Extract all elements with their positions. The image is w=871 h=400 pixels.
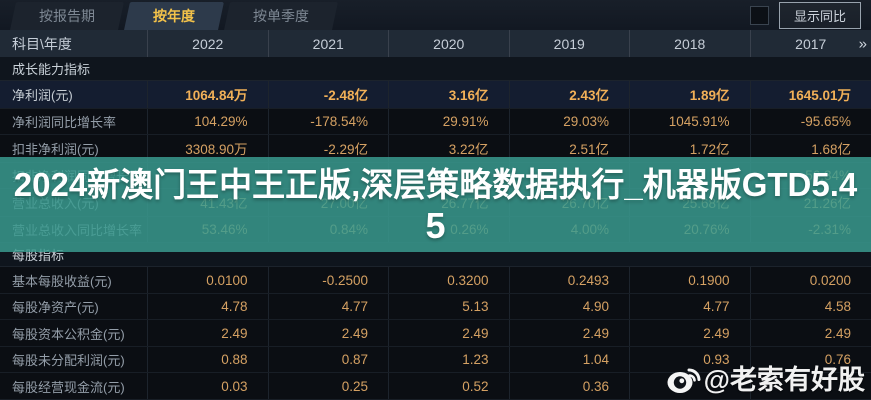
value-cell: 0.2493	[510, 267, 630, 293]
year-label: 2022	[192, 35, 224, 52]
value-cell: 0.52	[389, 373, 510, 400]
more-years-icon[interactable]: »	[858, 35, 867, 52]
row-label: 净利润(元)	[0, 81, 148, 108]
value-cell: 4.77	[269, 293, 389, 320]
value-cell: -178.54%	[269, 108, 389, 135]
row-label: 每股资本公积金(元)	[0, 320, 148, 346]
value-cell: 4.78	[148, 293, 269, 320]
year-column-header: 2017 »	[751, 30, 871, 57]
value-cell: 3.22亿	[389, 135, 510, 162]
year-column-header: 2020	[389, 30, 510, 57]
table-header-row: 科目\年度 2022 2021 2020 2019 2018 2017 »	[0, 30, 871, 57]
promo-banner-overlay: 2024新澳门王中王正版,深层策略数据执行_机器版GTD5.4 5	[0, 157, 871, 252]
table-row: 基本每股收益(元) 0.0100 -0.2500 0.3200 0.2493 0.1900…	[0, 267, 871, 294]
row-label: 净利润同比增长率	[0, 108, 148, 135]
year-column-header: 2022	[148, 30, 269, 57]
value-cell: -2.29亿	[269, 135, 389, 162]
row-label: 每股未分配利润(元)	[0, 346, 148, 373]
value-cell: 0.36	[510, 373, 630, 400]
tab-label: 按报告期	[39, 8, 95, 24]
value-cell: 0.1900	[630, 267, 751, 293]
weibo-icon	[666, 361, 702, 395]
year-column-header: 2018	[630, 30, 751, 57]
tab-label: 按年度	[153, 8, 195, 24]
watermark-text: @老索有好股	[703, 365, 865, 395]
value-cell: 2.49	[389, 320, 510, 346]
value-cell: 3308.90万	[148, 135, 269, 162]
show-yoy-checkbox[interactable]	[749, 5, 769, 25]
value-cell: 0.03	[148, 373, 269, 400]
value-cell: 1064.84万	[148, 81, 269, 108]
value-cell: 2.49	[824, 325, 851, 341]
value-cell: 1.23	[389, 346, 510, 373]
value-cell: 2.43亿	[510, 81, 630, 108]
value-cell: 2.51亿	[510, 135, 630, 162]
tab-annual[interactable]: 按年度	[124, 2, 224, 30]
value-cell: 4.58	[824, 299, 851, 315]
tab-report-period[interactable]: 按报告期	[10, 2, 124, 30]
show-yoy-button[interactable]: 显示同比	[778, 1, 861, 29]
value-cell: 2.49	[269, 320, 389, 346]
value-cell: 0.93	[630, 346, 751, 373]
value-cell: 0.87	[269, 346, 389, 373]
tab-label: 按单季度	[253, 8, 309, 24]
value-cell: 1.68亿	[811, 142, 851, 158]
row-label: 每股净资产(元)	[0, 293, 148, 320]
corner-header: 科目\年度	[0, 30, 148, 57]
value-cell: 1.89亿	[630, 81, 751, 108]
tab-single-quarter[interactable]: 按单季度	[224, 2, 338, 30]
value-cell: 4.90	[510, 293, 630, 320]
year-column-header: 2019	[510, 30, 630, 57]
year-column-header: 2021	[269, 30, 389, 57]
year-label: 2019	[553, 35, 585, 52]
period-tabbar: 按报告期 按年度 按单季度 显示同比	[0, 0, 871, 30]
value-cell: 29.91%	[389, 108, 510, 135]
value-cell: 0.3200	[389, 267, 510, 293]
value-cell: 29.03%	[510, 108, 630, 135]
value-cell: -2.48亿	[269, 81, 389, 108]
value-cell: 1645.01万	[788, 88, 851, 104]
value-cell: 4.77	[630, 293, 751, 320]
value-cell: 2.49	[148, 320, 269, 346]
value-cell: -95.65%	[800, 113, 851, 129]
value-cell: 3.16亿	[389, 81, 510, 108]
value-cell: 0.0100	[148, 267, 269, 293]
value-cell: 5.13	[389, 293, 510, 320]
watermark: @老索有好股	[666, 358, 865, 397]
value-cell: 0.76	[824, 352, 851, 368]
value-cell: 1045.91%	[630, 108, 751, 135]
banner-text-line2: 5	[425, 204, 446, 246]
value-cell: 0.88	[148, 346, 269, 373]
tabbar-toolbar: 显示同比	[749, 0, 871, 30]
table-row: 净利润同比增长率 104.29% -178.54% 29.91% 29.03% 1045.…	[0, 108, 871, 136]
value-cell: 2.49	[510, 320, 630, 346]
row-label: 基本每股收益(元)	[0, 267, 148, 293]
table-row: 每股净资产(元) 4.78 4.77 5.13 4.90 4.77 4.58	[0, 293, 871, 321]
table-row: 净利润(元) 1064.84万 -2.48亿 3.16亿 2.43亿 1.89亿 1645.…	[0, 81, 871, 109]
table-row: 每股资本公积金(元) 2.49 2.49 2.49 2.49 2.49 2.49	[0, 320, 871, 347]
value-cell: 1.04	[510, 346, 630, 373]
table-row: 每股未分配利润(元) 0.88 0.87 1.23 1.04 0.93 0.76	[0, 346, 871, 374]
year-label: 2021	[312, 35, 344, 52]
value-cell: 104.29%	[148, 108, 269, 135]
value-cell: -0.2500	[269, 267, 389, 293]
value-cell: 0.25	[269, 373, 389, 400]
row-label: 每股经营现金流(元)	[0, 373, 148, 400]
period-tabs: 按报告期 按年度 按单季度	[0, 0, 338, 30]
value-cell: 0.0200	[809, 272, 851, 288]
value-cell: 1.72亿	[630, 135, 751, 162]
year-label: 2020	[433, 35, 465, 52]
year-label: 2017	[795, 35, 827, 52]
banner-text-line1: 2024新澳门王中王正版,深层策略数据执行_机器版GTD5.4	[13, 165, 858, 203]
row-label: 扣非净利润(元)	[0, 135, 148, 162]
section-header-row: 成长能力指标	[0, 57, 871, 81]
table-row: 每股经营现金流(元) 0.03 0.25 0.52 0.36	[0, 373, 871, 400]
value-cell: 2.49	[630, 320, 751, 346]
value-cell	[630, 373, 751, 400]
year-label: 2018	[674, 35, 706, 52]
